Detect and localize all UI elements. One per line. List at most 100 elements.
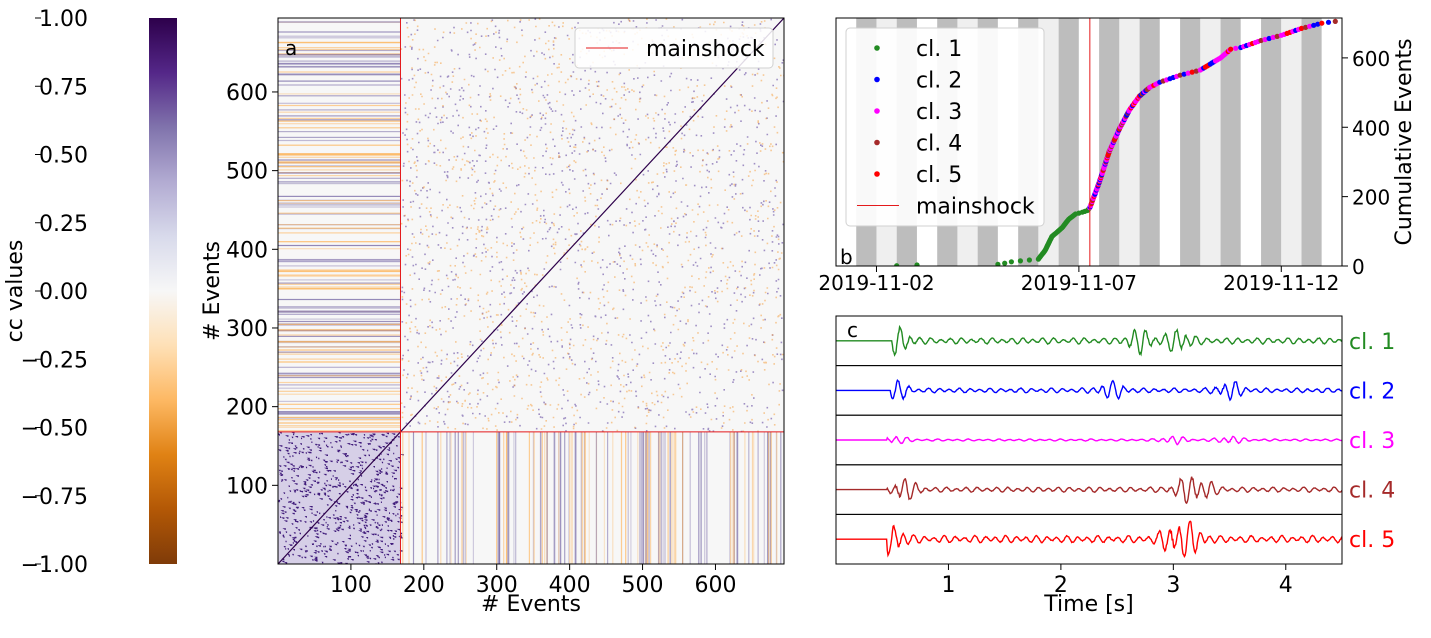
y-tick-label: 0 [1352, 255, 1365, 279]
matrix-streak [667, 431, 669, 564]
matrix-streak [278, 390, 401, 392]
matrix-streak [612, 431, 614, 564]
matrix-streak [278, 160, 401, 163]
matrix-streak [278, 298, 401, 301]
matrix-streak [454, 431, 456, 564]
matrix-streak [278, 241, 401, 243]
night-band [1220, 18, 1241, 266]
y-tick-label: 400 [226, 238, 268, 263]
matrix-streak [278, 119, 401, 121]
matrix-streak [564, 431, 566, 564]
matrix-streak [278, 375, 401, 377]
matrix-streak [278, 346, 401, 348]
matrix-streak [641, 431, 643, 564]
matrix-streak [737, 431, 739, 564]
legend-marker [874, 139, 880, 146]
matrix-streak [639, 431, 641, 564]
colorbar-tick-label: −0.50 [21, 417, 88, 442]
matrix-streak [278, 131, 401, 133]
colorbar: 1.00 0.75 0.50 0.25 0.00 −0.25 −0.50 −0.75 −1.00… [3, 7, 177, 578]
event-point [1311, 22, 1317, 28]
panel-c-frames [835, 315, 1343, 565]
event-point [1319, 20, 1325, 26]
legend-mainshock-label: mainshock [646, 37, 765, 62]
matrix-streak [278, 144, 401, 146]
matrix-streak [278, 123, 401, 125]
x-tick-label: 4 [1279, 573, 1293, 598]
night-band [1261, 18, 1282, 266]
matrix-streak [541, 431, 543, 564]
matrix-streak [278, 120, 401, 122]
matrix-streak [278, 115, 401, 117]
matrix-streak [278, 265, 401, 267]
panel-a: 100 200 300 400 500 600 100 200 300 400 500 600 # … [200, 17, 785, 617]
matrix-streak [278, 377, 401, 379]
matrix-streak [437, 431, 439, 564]
matrix-streak [278, 259, 401, 261]
matrix-streak [757, 431, 759, 564]
matrix-streak [278, 204, 401, 206]
matrix-streak [776, 431, 778, 564]
matrix-streak [583, 431, 585, 564]
matrix-streak [278, 111, 401, 113]
matrix-streak [744, 431, 746, 564]
event-point [1008, 259, 1015, 265]
waveform-trace [836, 520, 1342, 559]
matrix-streak [278, 66, 401, 68]
matrix-streak [574, 431, 576, 564]
matrix-streak [278, 248, 401, 250]
event-point [914, 262, 920, 266]
matrix-streak [278, 361, 401, 363]
matrix-streak [278, 73, 401, 75]
matrix-streak [278, 282, 401, 284]
matrix-streak [751, 431, 754, 564]
matrix-streak [513, 431, 515, 564]
matrix-streak [528, 431, 530, 564]
matrix-streak [278, 408, 401, 410]
matrix-streak [278, 60, 401, 62]
matrix-streak [278, 430, 401, 432]
matrix-streak [532, 431, 534, 564]
matrix-streak [278, 181, 401, 183]
matrix-streak [533, 431, 535, 564]
event-point [1017, 258, 1024, 264]
x-tick-label: 300 [476, 573, 518, 598]
matrix-streak [278, 306, 401, 308]
colorbar-label: cc values [3, 240, 28, 343]
colorbar-tick-label: 1.00 [39, 7, 88, 32]
matrix-streak [662, 431, 664, 564]
event-point [1189, 69, 1195, 75]
panel-a-legend: mainshock [574, 27, 774, 69]
event-point [1177, 72, 1183, 78]
matrix-streak [278, 224, 401, 226]
panel-b-legend: cl. 1 cl. 2 cl. 3 cl. 4 cl. 5 mainshock [845, 27, 1045, 227]
matrix-streak [669, 431, 671, 564]
matrix-streak [278, 351, 401, 353]
matrix-streak [278, 387, 401, 389]
y-tick-label: 300 [226, 317, 268, 342]
matrix-streak [278, 21, 401, 23]
matrix-streak [278, 413, 401, 415]
panel-b-label: b [840, 245, 853, 269]
matrix-streak [278, 47, 401, 49]
matrix-streak [581, 431, 583, 564]
x-tick-label: 400 [549, 573, 591, 598]
matrix-streak [497, 431, 499, 564]
matrix-streak [658, 431, 660, 564]
matrix-streak [278, 156, 401, 158]
event-point [1258, 37, 1264, 44]
matrix-streak [539, 431, 542, 564]
trace-frame [835, 513, 1343, 565]
colorbar-tick-label: −0.75 [21, 485, 88, 510]
pre-mainshock-block-texture [278, 432, 404, 564]
matrix-streak [278, 307, 401, 309]
event-point [1233, 45, 1239, 51]
matrix-streak [278, 384, 401, 386]
y-tick-label: 200 [226, 396, 268, 421]
matrix-streak [278, 288, 401, 290]
matrix-streak [278, 318, 401, 320]
matrix-streak [278, 53, 401, 56]
event-point [1228, 46, 1234, 52]
matrix-streak [278, 93, 401, 95]
